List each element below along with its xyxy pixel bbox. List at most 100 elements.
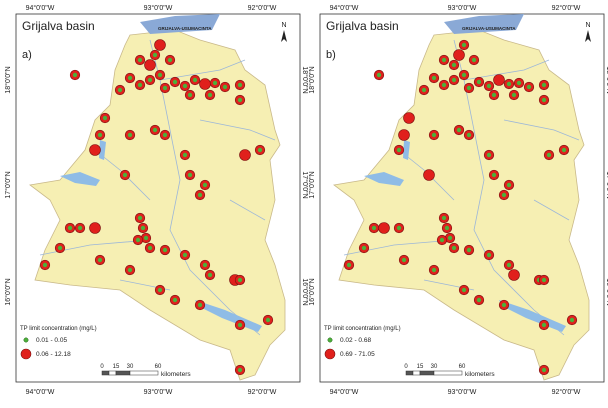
sample-site-core <box>541 367 547 373</box>
scale-bar <box>101 370 110 376</box>
sample-site-core <box>461 42 467 48</box>
sample-site-core <box>466 85 472 91</box>
lake <box>403 140 410 160</box>
sample-site-core <box>222 84 228 90</box>
sample-site-core <box>147 77 153 83</box>
sample-site-core <box>401 257 407 263</box>
sample-site-core <box>431 132 437 138</box>
sample-site-core <box>237 82 243 88</box>
basin <box>29 29 286 381</box>
sample-site <box>89 222 101 234</box>
lake <box>99 140 106 160</box>
north-label: N <box>281 22 286 29</box>
legend-title: TP limit concentration (mg/L) <box>20 326 97 332</box>
sample-site-core <box>172 297 178 303</box>
sample-site-core <box>137 57 143 63</box>
sample-site-core <box>466 132 472 138</box>
sample-site-core <box>461 72 467 78</box>
sample-site-core <box>42 262 48 268</box>
scale-bar <box>115 370 131 376</box>
sample-site <box>378 222 390 234</box>
sample-site-core <box>162 247 168 253</box>
legend-symbol <box>327 337 333 343</box>
longitude-label: 93°0'0"W <box>144 4 173 12</box>
lake <box>364 172 404 186</box>
sample-site-core <box>516 80 522 86</box>
legend-item: 0.69 - 71.05 <box>340 351 375 358</box>
river-label: GRIJALVA-USUMACINTA <box>158 26 212 31</box>
sample-site-core <box>237 277 243 283</box>
longitude-label: 92°0'0"W <box>552 388 581 396</box>
sample-site-core <box>72 72 78 78</box>
sample-site-core <box>152 52 158 58</box>
sample-site-core <box>421 87 427 93</box>
sample-site <box>453 49 465 61</box>
scale-unit: kilometers <box>465 371 495 378</box>
sample-site-core <box>127 267 133 273</box>
longitude-label: 92°0'0"W <box>248 388 277 396</box>
sample-site <box>398 129 410 141</box>
lake <box>195 300 262 332</box>
sample-site-core <box>476 79 482 85</box>
sample-site-core <box>456 127 462 133</box>
sample-site-core <box>451 245 457 251</box>
sample-site <box>199 78 211 90</box>
sample-site-core <box>135 237 141 243</box>
north-arrow <box>281 30 287 42</box>
sample-site-core <box>143 235 149 241</box>
sample-site-core <box>501 302 507 308</box>
sample-site-core <box>506 81 512 87</box>
sample-site-core <box>257 147 263 153</box>
sample-site-core <box>140 225 146 231</box>
sample-site <box>239 149 251 161</box>
sample-site-core <box>541 97 547 103</box>
sample-site-core <box>202 262 208 268</box>
latitude-label: 17°0'0"N <box>308 171 316 198</box>
sample-site-core <box>197 192 203 198</box>
legend-item: 0.01 - 0.05 <box>36 337 67 344</box>
sample-site-core <box>127 132 133 138</box>
sample-site <box>154 39 166 51</box>
latitude-label: 17°0'0"N <box>4 171 12 198</box>
sample-site-core <box>237 97 243 103</box>
sample-site-core <box>476 297 482 303</box>
scale-tick: 15 <box>417 364 424 370</box>
sample-site-core <box>361 245 367 251</box>
sample-site <box>89 144 101 156</box>
lake <box>499 300 566 332</box>
sample-site-core <box>461 287 467 293</box>
river <box>463 59 550 81</box>
longitude-label: 94°0'0"W <box>330 4 359 12</box>
sample-site-core <box>451 62 457 68</box>
scale-bar <box>108 370 117 376</box>
sample-site-core <box>197 302 203 308</box>
sample-site-core <box>77 225 83 231</box>
latitude-label: 18°0'0"N <box>4 66 12 93</box>
river <box>159 59 246 81</box>
sample-site-core <box>162 132 168 138</box>
sample-site-core <box>122 172 128 178</box>
sample-site-core <box>237 367 243 373</box>
sample-site-core <box>187 92 193 98</box>
sample-site-core <box>97 132 103 138</box>
sample-site-core <box>157 72 163 78</box>
sample-site-core <box>541 277 547 283</box>
map-panel: Grijalva basin b) GRIJALVA-USUMACINTA N 94°0… <box>308 4 608 396</box>
scale-tick: 60 <box>459 364 466 370</box>
latitude-label: 16°0'0"N <box>308 278 316 305</box>
sample-site-core <box>371 225 377 231</box>
sample-site-core <box>441 82 447 88</box>
legend-title: TP limit concentration (mg/L) <box>324 326 401 332</box>
legend-symbol <box>23 337 29 343</box>
latitude-label: 18°0'0"N <box>308 66 316 93</box>
sample-site-core <box>182 252 188 258</box>
scale-bar <box>129 370 159 376</box>
river <box>229 199 266 221</box>
sample-site-core <box>117 87 123 93</box>
sample-site-core <box>541 322 547 328</box>
sample-site-core <box>57 245 63 251</box>
river <box>503 119 580 141</box>
latitude-label: 16°0'0"N <box>4 278 12 305</box>
sample-site-core <box>486 152 492 158</box>
